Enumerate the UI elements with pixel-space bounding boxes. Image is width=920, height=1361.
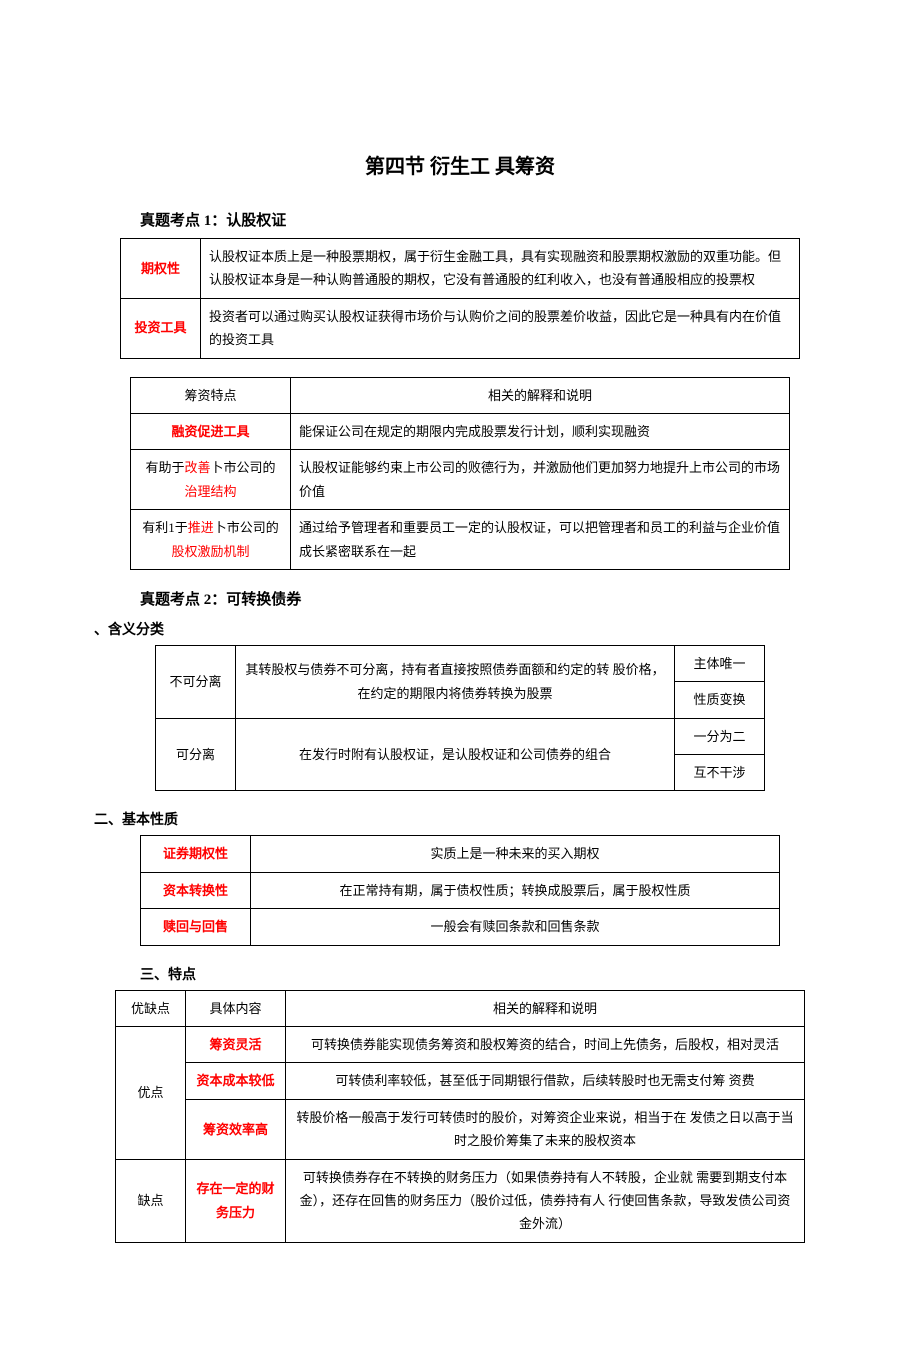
section-label: 三、特点 — [140, 964, 820, 984]
table-row: 可分离 在发行时附有认股权证，是认股权证和公司债券的组合 一分为二 — [156, 718, 765, 754]
page-title: 第四节 衍生工 具筹资 — [100, 150, 820, 179]
table-financing-traits: 筹资特点 相关的解释和说明 融资促进工具 能保证公司在规定的期限内完成股票发行计… — [130, 377, 790, 570]
table-warrant-properties: 期权性 认股权证本质上是一种股票期权，属于衍生金融工具，具有实现融资和股票期权激… — [120, 238, 800, 359]
cell-label: 优点 — [116, 1027, 186, 1160]
table-row: 有助于改善卜市公司的治理结构 认股权证能够约束上市公司的败德行为，并激励他们更加… — [131, 450, 790, 510]
table-row: 证券期权性 实质上是一种未来的买入期权 — [141, 836, 780, 872]
header-cell: 具体内容 — [186, 990, 286, 1026]
cell-label: 存在一定的财务压力 — [196, 1181, 274, 1219]
cell-label: 融资促进工具 — [171, 424, 249, 439]
table-row: 融资促进工具 能保证公司在规定的期限内完成股票发行计划，顺利实现融资 — [131, 413, 790, 449]
header-cell: 优缺点 — [116, 990, 186, 1026]
cell-text: 认股权证本质上是一种股票期权，属于衍生金融工具，具有实现融资和股票期权激励的双重… — [201, 239, 800, 299]
cell-label: 筹资灵活 — [209, 1037, 261, 1052]
cell-text: 其转股权与债券不可分离，持有者直接按照债券面额和约定的转 股价格，在约定的期限内… — [236, 645, 675, 718]
cell-text: 在正常持有期，属于债权性质；转换成股票后，属于股权性质 — [251, 872, 780, 908]
table-basic-nature: 证券期权性 实质上是一种未来的买入期权 资本转换性 在正常持有期，属于债权性质；… — [140, 835, 780, 945]
cell-text: 可转换债券能实现债务筹资和股权筹资的结合，时间上先债务，后股权，相对灵活 — [286, 1027, 805, 1063]
table-row: 投资工具 投资者可以通过购买认股权证获得市场价与认购价之间的股票差价收益，因此它… — [121, 298, 800, 358]
cell-text: 一般会有赎回条款和回售条款 — [251, 909, 780, 945]
section-label: 二、基本性质 — [94, 809, 820, 829]
cell-label: 赎回与回售 — [163, 919, 228, 934]
cell-label: 不可分离 — [156, 645, 236, 718]
cell-text: 一分为二 — [675, 718, 765, 754]
table-row: 优缺点 具体内容 相关的解释和说明 — [116, 990, 805, 1026]
cell-label: 证券期权性 — [163, 846, 228, 861]
cell-text: 转股价格一般高于发行可转债时的股价，对筹资企业来说，相当于在 发债之日以高于当时… — [286, 1099, 805, 1159]
cell-text: 在发行时附有认股权证，是认股权证和公司债券的组合 — [236, 718, 675, 791]
cell-text: 通过给予管理者和重要员工一定的认股权证，可以把管理者和员工的利益与企业价值成长紧… — [291, 510, 790, 570]
cell-label: 缺点 — [116, 1159, 186, 1242]
cell-label: 期权性 — [141, 261, 180, 276]
cell-label: 筹资效率高 — [203, 1122, 268, 1137]
cell-label: 资本转换性 — [163, 883, 228, 898]
cell-text: 性质变换 — [675, 682, 765, 718]
cell-text: 认股权证能够约束上市公司的败德行为，并激励他们更加努力地提升上市公司的市场价值 — [291, 450, 790, 510]
cell-label: 资本成本较低 — [196, 1073, 274, 1088]
cell-text: 可转换债券存在不转换的财务压力（如果债券持有人不转股，企业就 需要到期支付本金）… — [286, 1159, 805, 1242]
table-row: 筹资效率高 转股价格一般高于发行可转债时的股价，对筹资企业来说，相当于在 发债之… — [116, 1099, 805, 1159]
cell-text: 互不干涉 — [675, 755, 765, 791]
header-cell: 筹资特点 — [131, 377, 291, 413]
table-row: 资本转换性 在正常持有期，属于债权性质；转换成股票后，属于股权性质 — [141, 872, 780, 908]
cell-text: 投资者可以通过购买认股权证获得市场价与认购价之间的股票差价收益，因此它是一种具有… — [201, 298, 800, 358]
table-row: 不可分离 其转股权与债券不可分离，持有者直接按照债券面额和约定的转 股价格，在约… — [156, 645, 765, 681]
cell-text: 实质上是一种未来的买入期权 — [251, 836, 780, 872]
cell-label: 可分离 — [156, 718, 236, 791]
topic-2-heading: 真题考点 2：可转换债券 — [140, 588, 820, 609]
cell-label: 有助于改善卜市公司的治理结构 — [131, 450, 291, 510]
section-label: 、含义分类 — [94, 619, 820, 639]
table-row: 缺点 存在一定的财务压力 可转换债券存在不转换的财务压力（如果债券持有人不转股，… — [116, 1159, 805, 1242]
table-row: 期权性 认股权证本质上是一种股票期权，属于衍生金融工具，具有实现融资和股票期权激… — [121, 239, 800, 299]
cell-text: 主体唯一 — [675, 645, 765, 681]
table-row: 筹资特点 相关的解释和说明 — [131, 377, 790, 413]
header-cell: 相关的解释和说明 — [286, 990, 805, 1026]
topic-1-heading: 真题考点 1：认股权证 — [140, 209, 820, 230]
table-row: 赎回与回售 一般会有赎回条款和回售条款 — [141, 909, 780, 945]
table-features: 优缺点 具体内容 相关的解释和说明 优点 筹资灵活 可转换债券能实现债务筹资和股… — [115, 990, 805, 1243]
table-meaning-classification: 不可分离 其转股权与债券不可分离，持有者直接按照债券面额和约定的转 股价格，在约… — [155, 645, 765, 792]
table-row: 优点 筹资灵活 可转换债券能实现债务筹资和股权筹资的结合，时间上先债务，后股权，… — [116, 1027, 805, 1063]
cell-text: 能保证公司在规定的期限内完成股票发行计划，顺利实现融资 — [291, 413, 790, 449]
header-cell: 相关的解释和说明 — [291, 377, 790, 413]
cell-label: 有利1于推进卜市公司的股权激励机制 — [131, 510, 291, 570]
table-row: 资本成本较低 可转债利率较低，甚至低于同期银行借款，后续转股时也无需支付筹 资费 — [116, 1063, 805, 1099]
cell-text: 可转债利率较低，甚至低于同期银行借款，后续转股时也无需支付筹 资费 — [286, 1063, 805, 1099]
cell-label: 投资工具 — [134, 320, 186, 335]
table-row: 有利1于推进卜市公司的股权激励机制 通过给予管理者和重要员工一定的认股权证，可以… — [131, 510, 790, 570]
